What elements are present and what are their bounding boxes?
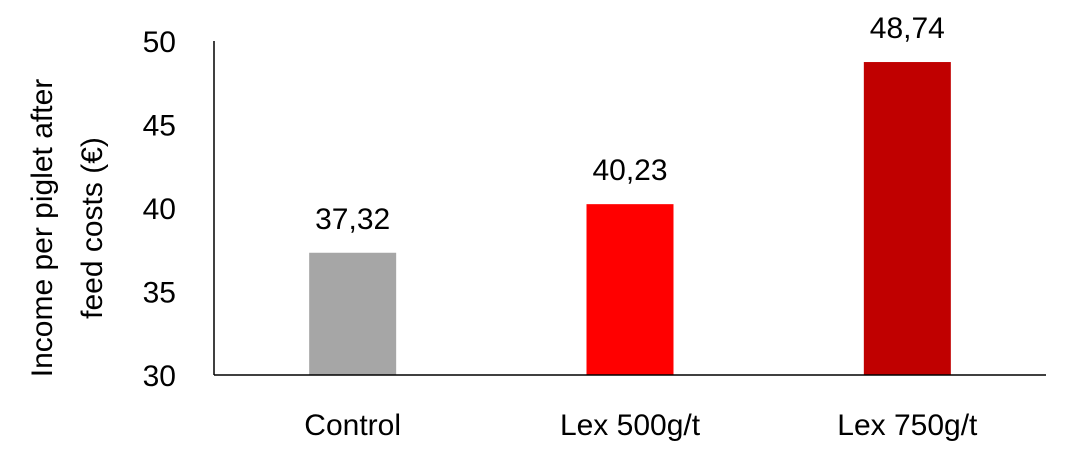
bar-value-label: 40,23 <box>592 154 667 187</box>
bar <box>586 204 674 375</box>
y-tick-label: 35 <box>143 277 176 310</box>
x-category-label: Lex 500g/t <box>560 409 701 442</box>
y-axis-ticks: 30 35 40 45 50 <box>143 26 176 393</box>
y-axis-title-line-1: Income per piglet after <box>26 79 59 378</box>
bar <box>309 252 397 375</box>
bar-value-label: 48,74 <box>870 12 945 45</box>
y-tick-label: 45 <box>143 110 176 143</box>
y-tick-label: 50 <box>143 26 176 59</box>
y-axis-title: Income per piglet after feed costs (€) <box>26 79 109 378</box>
data-labels: 37,32 40,23 48,74 <box>315 12 945 236</box>
bar-value-label: 37,32 <box>315 203 390 236</box>
y-tick-label: 40 <box>143 193 176 226</box>
bar <box>863 62 951 376</box>
category-labels: Control Lex 500g/t Lex 750g/t <box>304 409 978 442</box>
x-category-label: Lex 750g/t <box>837 409 978 442</box>
y-tick-label: 30 <box>143 360 176 393</box>
bars <box>309 62 951 376</box>
y-axis-title-line-2: feed costs (€) <box>76 137 109 319</box>
x-category-label: Control <box>304 409 401 442</box>
